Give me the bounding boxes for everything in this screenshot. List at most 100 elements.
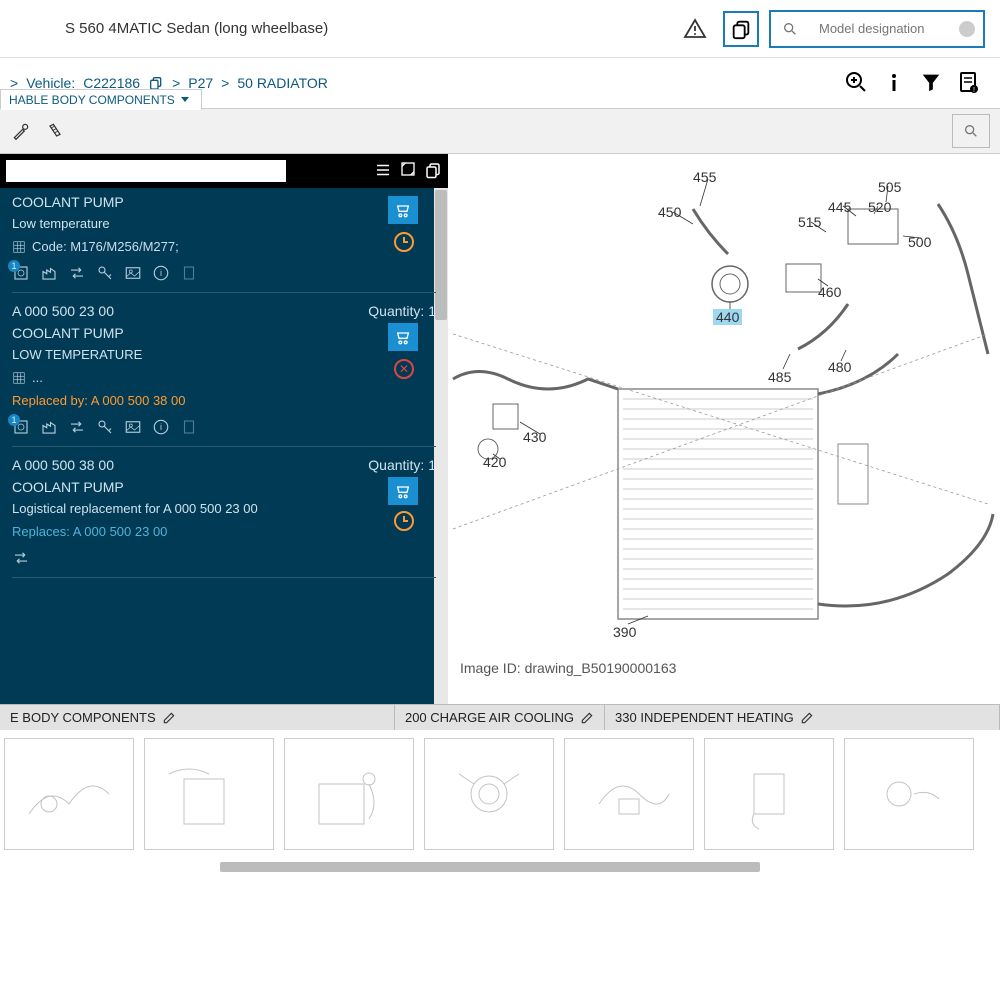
- part-item[interactable]: A 000 500 23 00Quantity: 1COOLANT PUMPLO…: [12, 293, 436, 447]
- warning-icon[interactable]: [677, 11, 713, 47]
- swap-icon[interactable]: [68, 418, 86, 436]
- dropper-icon[interactable]: [10, 120, 32, 142]
- doc-icon[interactable]: [180, 418, 198, 436]
- key-icon[interactable]: [96, 418, 114, 436]
- bottom-category-tabs: E BODY COMPONENTS 200 CHARGE AIR COOLING…: [0, 704, 1000, 730]
- edit-icon: [580, 711, 594, 725]
- clock-icon: [394, 232, 414, 252]
- discontinued-icon: ✕: [394, 359, 414, 379]
- quantity: Quantity: 1: [368, 303, 436, 319]
- diagram-callout[interactable]: 440: [713, 309, 742, 325]
- scrollbar-thumb[interactable]: [435, 190, 447, 320]
- thumbnail-row[interactable]: [0, 730, 1000, 860]
- part-name: COOLANT PUMP: [12, 325, 436, 341]
- diagram-callout[interactable]: 390: [613, 624, 636, 640]
- parts-list-panel: COOLANT PUMPLow temperatureCode: M176/M2…: [0, 154, 448, 704]
- part-name: COOLANT PUMP: [12, 479, 436, 495]
- parts-filter-input[interactable]: [6, 160, 286, 182]
- bottom-scrollbar[interactable]: [0, 860, 1000, 874]
- thumbnail[interactable]: [144, 738, 274, 850]
- info-circle-icon[interactable]: i: [152, 264, 170, 282]
- copy-panel-icon[interactable]: [424, 161, 442, 182]
- diagram-callout[interactable]: 500: [908, 234, 931, 250]
- info-icon[interactable]: [882, 70, 906, 97]
- search-icon[interactable]: [771, 21, 809, 37]
- panel-topbar: [0, 154, 448, 188]
- add-to-cart-button[interactable]: [388, 477, 418, 505]
- doc-icon[interactable]: [180, 264, 198, 282]
- context-toolbar: !: [844, 70, 990, 97]
- main: COOLANT PUMPLow temperatureCode: M176/M2…: [0, 154, 1000, 704]
- factory-icon[interactable]: [40, 264, 58, 282]
- part-number: A 000 500 23 00: [12, 303, 114, 319]
- scrollbar[interactable]: [434, 188, 448, 704]
- tab-label: HABLE BODY COMPONENTS: [9, 93, 175, 107]
- filter-icon[interactable]: [920, 71, 942, 96]
- svg-text:i: i: [160, 422, 162, 432]
- panel-search-icon[interactable]: [952, 114, 990, 148]
- add-to-cart-button[interactable]: [388, 323, 418, 351]
- thumbnail[interactable]: [564, 738, 694, 850]
- svg-text:!: !: [973, 87, 975, 94]
- model-search[interactable]: [769, 10, 985, 48]
- svg-text:i: i: [160, 268, 162, 278]
- diagram-callout[interactable]: 445: [828, 199, 851, 215]
- image-icon[interactable]: [124, 264, 142, 282]
- model-search-input[interactable]: [809, 21, 959, 36]
- part-item[interactable]: A 000 500 38 00 Quantity: 1 COOLANT PUMP Lo…: [12, 447, 436, 578]
- info-circle-icon[interactable]: i: [152, 418, 170, 436]
- subtab-bar: HABLE BODY COMPONENTS: [0, 108, 1000, 154]
- part-item[interactable]: COOLANT PUMPLow temperatureCode: M176/M2…: [12, 188, 436, 293]
- parts-scroll: COOLANT PUMPLow temperatureCode: M176/M2…: [0, 188, 448, 704]
- zoom-in-icon[interactable]: [844, 70, 868, 97]
- thumbnail[interactable]: [284, 738, 414, 850]
- quantity: Quantity: 1: [368, 457, 436, 473]
- thumbnail[interactable]: [704, 738, 834, 850]
- detail-icon[interactable]: [12, 264, 30, 282]
- list-view-icon[interactable]: [374, 161, 392, 182]
- diagram-callout[interactable]: 430: [523, 429, 546, 445]
- document-alert-icon[interactable]: !: [956, 70, 980, 97]
- code-line: ...: [12, 370, 436, 385]
- code-line: Code: M176/M256/M277;: [12, 239, 436, 254]
- tool-row: [0, 109, 1000, 153]
- diagram-callout[interactable]: 485: [768, 369, 791, 385]
- diagram-callout[interactable]: 455: [693, 169, 716, 185]
- key-icon[interactable]: [96, 264, 114, 282]
- part-number: A 000 500 38 00: [12, 457, 114, 473]
- factory-icon[interactable]: [40, 418, 58, 436]
- edit-icon: [800, 711, 814, 725]
- exploded-diagram[interactable]: 455 450 505 445 520 515 500 460 440 485 480 430 420 3…: [448, 154, 988, 654]
- replaced-by: Replaced by: A 000 500 38 00: [12, 393, 436, 408]
- diagram-callout[interactable]: 420: [483, 454, 506, 470]
- cat-charge-air[interactable]: 200 CHARGE AIR COOLING: [395, 705, 605, 730]
- edit-icon: [162, 711, 176, 725]
- diagram-callout[interactable]: 520: [868, 199, 891, 215]
- diagram-callout[interactable]: 480: [828, 359, 851, 375]
- expand-icon[interactable]: [400, 161, 416, 182]
- cat-independent-heating[interactable]: 330 INDEPENDENT HEATING: [605, 705, 1000, 730]
- thumbnail[interactable]: [424, 738, 554, 850]
- part-subtitle: Logistical replacement for A 000 500 23 …: [12, 501, 436, 516]
- sep: >: [221, 75, 229, 91]
- screw-icon[interactable]: [44, 120, 66, 142]
- thumbnail[interactable]: [4, 738, 134, 850]
- part-name: COOLANT PUMP: [12, 194, 436, 210]
- cat-body-components[interactable]: E BODY COMPONENTS: [0, 705, 395, 730]
- scrollbar-thumb[interactable]: [220, 862, 760, 872]
- header-toolbar: [677, 10, 985, 48]
- diagram-callout[interactable]: 460: [818, 284, 841, 300]
- diagram-callout[interactable]: 515: [798, 214, 821, 230]
- swap-icon[interactable]: [68, 264, 86, 282]
- thumbnail[interactable]: [844, 738, 974, 850]
- copy-icon[interactable]: [723, 11, 759, 47]
- add-to-cart-button[interactable]: [388, 196, 418, 224]
- swap-icon[interactable]: [12, 549, 30, 567]
- diagram-callout[interactable]: 505: [878, 179, 901, 195]
- clock-icon: [394, 511, 414, 531]
- diagram-callout[interactable]: 450: [658, 204, 681, 220]
- detail-icon[interactable]: [12, 418, 30, 436]
- image-icon[interactable]: [124, 418, 142, 436]
- body-components-tab[interactable]: HABLE BODY COMPONENTS: [0, 89, 202, 110]
- breadcrumb-leaf: 50 RADIATOR: [237, 75, 328, 91]
